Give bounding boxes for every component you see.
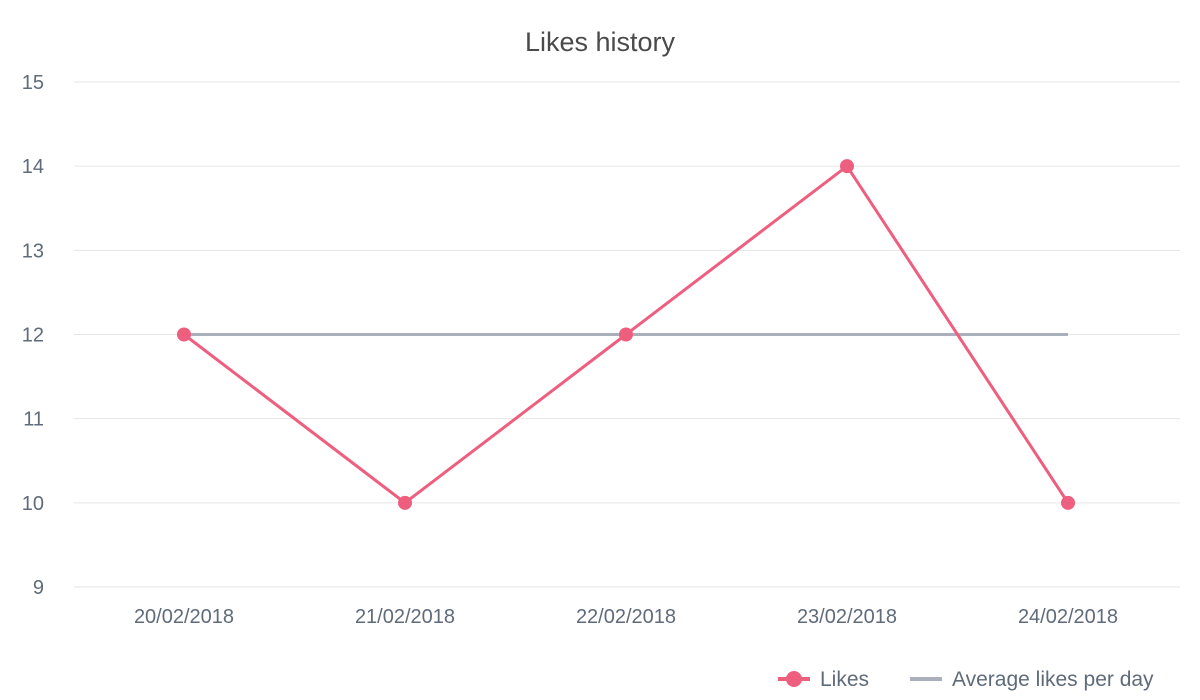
legend-item-average[interactable]: Average likes per day <box>910 668 1154 691</box>
x-tick-label: 22/02/2018 <box>576 606 676 628</box>
likes-data-point[interactable] <box>840 159 854 174</box>
x-tick-label: 20/02/2018 <box>134 606 234 628</box>
x-tick-label: 21/02/2018 <box>355 606 455 628</box>
likes-data-point[interactable] <box>619 327 633 342</box>
y-tick-label: 14 <box>22 156 44 178</box>
legend-marker-symbol <box>786 671 802 687</box>
legend-item-likes[interactable]: Likes <box>778 668 869 691</box>
y-tick-label: 10 <box>22 493 44 515</box>
y-tick-label: 13 <box>22 240 44 262</box>
x-tick-label: 23/02/2018 <box>797 606 897 628</box>
legend-label: Average likes per day <box>952 668 1154 691</box>
y-tick-label: 9 <box>33 577 44 599</box>
y-axis-ticks: 9 10 11 12 13 14 15 <box>22 72 44 599</box>
likes-data-point[interactable] <box>177 327 191 342</box>
legend-label: Likes <box>820 668 869 691</box>
likes-data-point[interactable] <box>1061 495 1075 510</box>
y-tick-label: 12 <box>22 325 44 347</box>
legend: Likes Average likes per day <box>778 668 1154 691</box>
x-axis-ticks: 20/02/2018 21/02/2018 22/02/2018 23/02/2018… <box>134 606 1118 628</box>
series <box>177 159 1075 510</box>
likes-data-point[interactable] <box>398 495 412 510</box>
y-tick-label: 15 <box>22 72 44 94</box>
x-tick-label: 24/02/2018 <box>1018 606 1118 628</box>
y-tick-label: 11 <box>23 409 44 431</box>
chart-title: Likes history <box>525 27 676 57</box>
